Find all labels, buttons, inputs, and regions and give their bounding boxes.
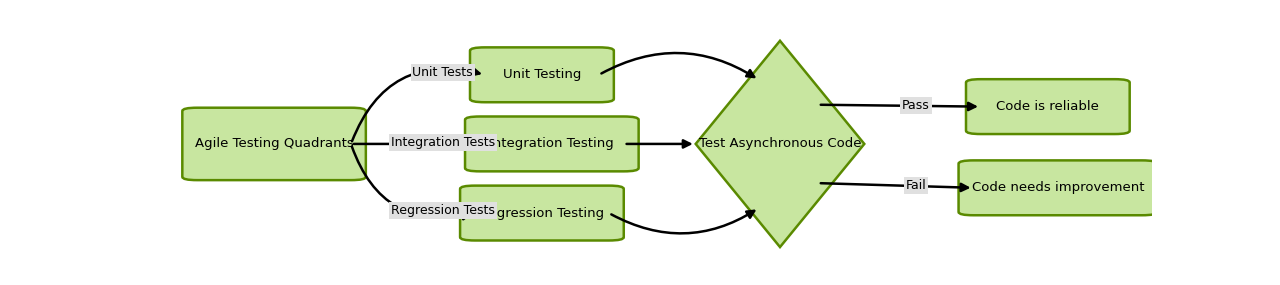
FancyBboxPatch shape xyxy=(959,160,1157,215)
Text: Agile Testing Quadrants: Agile Testing Quadrants xyxy=(195,137,353,150)
Text: Fail: Fail xyxy=(905,179,927,192)
Text: Unit Testing: Unit Testing xyxy=(503,68,581,81)
Text: Regression Tests: Regression Tests xyxy=(390,204,494,217)
Text: Test Asynchronous Code: Test Asynchronous Code xyxy=(699,137,861,150)
FancyBboxPatch shape xyxy=(182,108,366,180)
FancyBboxPatch shape xyxy=(470,47,614,102)
Text: Integration Testing: Integration Testing xyxy=(489,137,614,150)
Text: Pass: Pass xyxy=(902,99,929,112)
FancyBboxPatch shape xyxy=(460,186,623,241)
Text: Unit Tests: Unit Tests xyxy=(412,66,474,79)
Polygon shape xyxy=(696,41,864,247)
Text: Regression Testing: Regression Testing xyxy=(480,207,604,219)
FancyBboxPatch shape xyxy=(465,117,639,171)
Text: Code needs improvement: Code needs improvement xyxy=(972,181,1144,194)
Text: Code is reliable: Code is reliable xyxy=(996,100,1100,113)
FancyBboxPatch shape xyxy=(966,79,1130,134)
Text: Integration Tests: Integration Tests xyxy=(390,136,495,149)
